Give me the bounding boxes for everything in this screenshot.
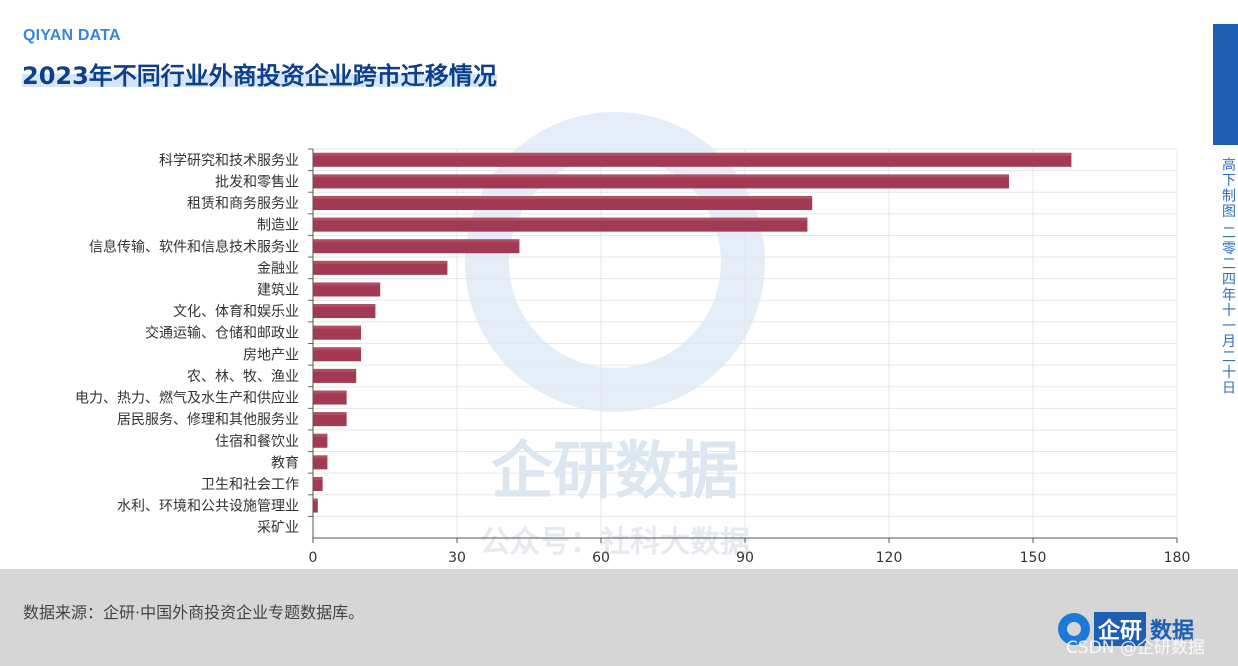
category-label: 信息传输、软件和信息技术服务业 — [89, 238, 299, 255]
bar-highlight — [313, 476, 323, 480]
bar — [313, 476, 323, 491]
bar — [313, 260, 448, 275]
date-vertical-text: 高下制图 二零二四年十一月二十日 — [1220, 157, 1236, 396]
bar-highlight — [313, 282, 381, 286]
bar — [313, 368, 357, 383]
footer: 数据来源：企研·中国外商投资企业专题数据库。 企研 数据 CSDN @企研数据 — [0, 569, 1238, 666]
bar — [313, 390, 347, 405]
category-label: 房地产业 — [243, 347, 299, 363]
x-tick-label: 150 — [1020, 550, 1047, 566]
x-tick-label: 60 — [592, 550, 610, 566]
csdn-watermark: CSDN @企研数据 — [1066, 638, 1205, 658]
data-source: 数据来源：企研·中国外商投资企业专题数据库。 — [23, 603, 365, 622]
category-label: 居民服务、修理和其他服务业 — [117, 412, 299, 428]
x-tick-label: 0 — [309, 550, 318, 566]
category-label: 制造业 — [257, 218, 299, 234]
bar-highlight — [313, 174, 1009, 178]
category-label: 采矿业 — [257, 520, 299, 536]
category-label: 建筑业 — [257, 282, 299, 298]
bar-highlight — [313, 304, 376, 308]
page-title: 2023年不同行业外商投资企业跨市迁移情况 — [22, 62, 497, 90]
bar-highlight — [313, 455, 328, 459]
bar-highlight — [313, 260, 448, 264]
x-tick-label: 180 — [1164, 550, 1191, 566]
logo-box-text: 企研 — [1094, 612, 1147, 646]
brand-label: QIYAN DATA — [23, 27, 121, 44]
category-label: 住宿和餐饮业 — [215, 433, 299, 450]
bar — [313, 196, 813, 211]
bar-highlight — [313, 325, 361, 329]
bar-highlight — [313, 196, 813, 200]
category-label: 卫生和社会工作 — [201, 477, 299, 493]
logo-text: 数据 — [1150, 619, 1195, 644]
bar — [313, 325, 361, 340]
bar — [313, 304, 376, 319]
category-label: 水利、环境和公共设施管理业 — [117, 499, 299, 515]
bar — [313, 347, 361, 362]
bar-highlight — [313, 239, 520, 243]
bar — [313, 239, 520, 254]
x-tick-label: 90 — [736, 550, 754, 566]
x-tick-label: 30 — [448, 550, 466, 566]
title-highlight — [22, 74, 497, 87]
bar — [313, 498, 318, 513]
bar-highlight — [313, 152, 1072, 156]
category-label: 科学研究和技术服务业 — [159, 153, 299, 169]
category-label: 农、林、牧、渔业 — [187, 369, 299, 385]
bar — [313, 412, 347, 427]
bar — [313, 433, 328, 448]
category-label: 租赁和商务服务业 — [187, 196, 299, 212]
side-accent-bar — [1213, 24, 1238, 145]
category-label: 教育 — [271, 455, 299, 471]
bar-highlight — [313, 368, 357, 372]
logo: 企研 数据 — [1058, 611, 1194, 647]
x-tick-label: 120 — [876, 550, 903, 566]
bar-highlight — [313, 498, 318, 502]
bar-highlight — [313, 412, 347, 416]
bar-highlight — [313, 433, 328, 437]
bar-highlight — [313, 390, 347, 394]
logo-icon — [1058, 613, 1090, 645]
bar — [313, 282, 381, 297]
bar — [313, 455, 328, 470]
bar — [313, 174, 1009, 189]
category-label: 交通运输、仓储和邮政业 — [145, 325, 299, 342]
category-label: 批发和零售业 — [215, 174, 299, 190]
category-label: 文化、体育和娱乐业 — [173, 304, 299, 320]
category-label: 电力、热力、燃气及水生产和供应业 — [75, 390, 299, 407]
bar-highlight — [313, 347, 361, 351]
bar — [313, 152, 1072, 167]
category-label: 金融业 — [257, 261, 299, 277]
bar-highlight — [313, 217, 808, 221]
bar — [313, 217, 808, 232]
title-block: 2023年不同行业外商投资企业跨市迁移情况 — [22, 56, 497, 91]
